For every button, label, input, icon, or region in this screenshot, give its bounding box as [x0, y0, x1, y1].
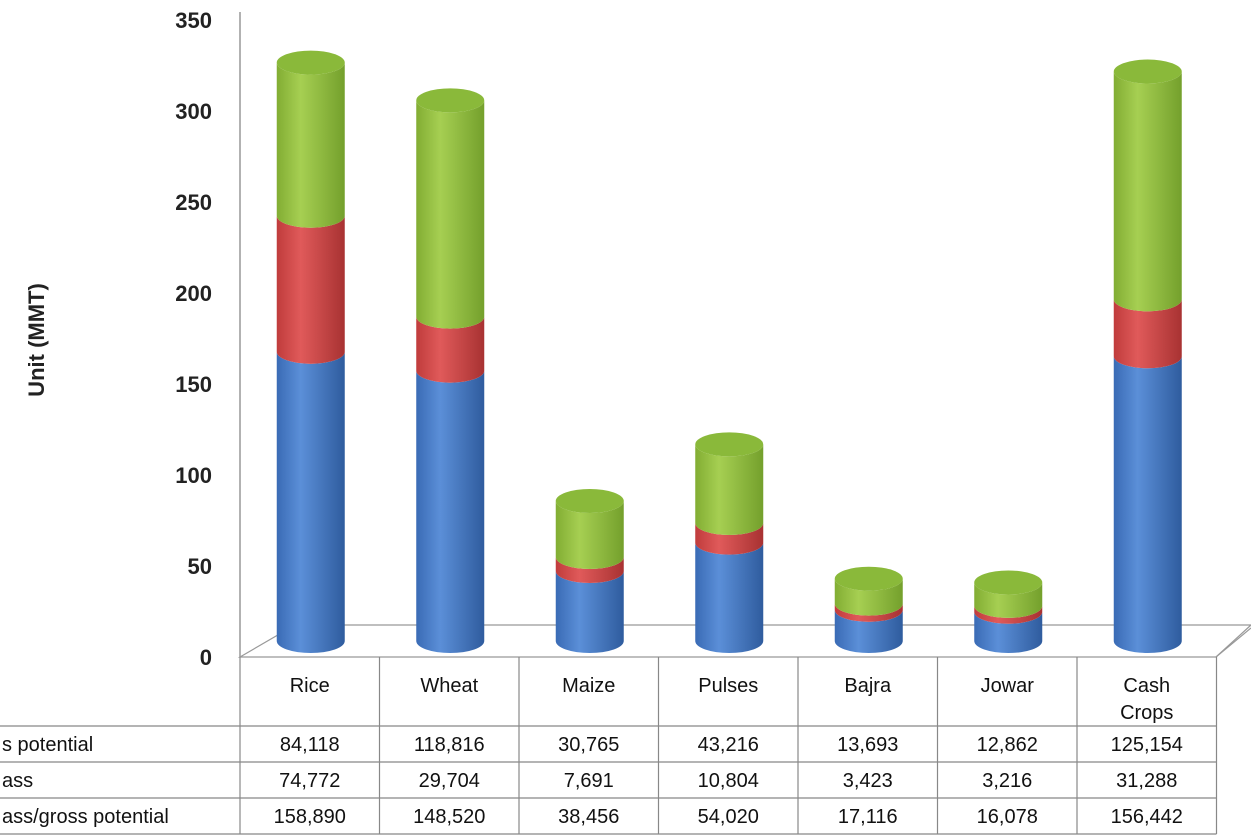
y-tick-label: 250 — [175, 190, 212, 215]
category-label: Rice — [290, 675, 330, 697]
bar-cap — [834, 566, 903, 591]
bar-segment — [695, 542, 764, 653]
data-cell: 29,704 — [419, 770, 480, 792]
bar-segment — [974, 582, 1043, 618]
bar-segment — [695, 444, 764, 536]
bar-segment — [416, 370, 485, 653]
bar-segment — [276, 62, 345, 228]
bar-cap — [1113, 59, 1182, 84]
y-tick-label: 150 — [175, 372, 212, 397]
bar-cap — [555, 489, 624, 514]
bar-segment — [276, 351, 345, 653]
y-tick-label: 300 — [175, 99, 212, 124]
bar-stack — [695, 432, 764, 653]
y-tick-label: 100 — [175, 463, 212, 488]
y-tick-label: 200 — [175, 281, 212, 306]
bar-stack — [834, 566, 903, 653]
data-cell: 16,078 — [977, 806, 1038, 828]
category-label: Cash — [1123, 675, 1170, 697]
y-tick-label: 350 — [175, 8, 212, 33]
bar-segment — [974, 605, 1043, 624]
category-label: Wheat — [420, 675, 478, 697]
bar-segment — [1113, 71, 1182, 312]
category-label: Pulses — [698, 675, 758, 697]
bar-cap — [695, 432, 764, 457]
bar-segment — [974, 611, 1043, 653]
data-cell: 54,020 — [698, 806, 759, 828]
bar-segment — [1113, 299, 1182, 369]
bar-stack — [555, 489, 624, 653]
bar-stack — [416, 88, 485, 653]
data-cell: 12,862 — [977, 734, 1038, 756]
bar-segment — [555, 557, 624, 584]
bars — [276, 50, 1182, 653]
series-label: s potential — [2, 734, 93, 756]
data-cell: 10,804 — [698, 770, 759, 792]
bar-segment — [555, 571, 624, 653]
data-cell: 84,118 — [280, 734, 340, 756]
bar-segment — [1113, 356, 1182, 653]
bar-segment — [834, 603, 903, 622]
series-label: ass — [2, 770, 33, 792]
data-cell: 158,890 — [274, 806, 346, 828]
data-cell: 118,816 — [414, 734, 485, 756]
bar-segment — [555, 501, 624, 570]
series-label: ass/gross potential — [2, 806, 169, 828]
data-cell: 31,288 — [1116, 770, 1177, 792]
bar-stack — [1113, 59, 1182, 653]
data-cell: 3,216 — [982, 770, 1032, 792]
bar-stack — [974, 570, 1043, 653]
floor-edge — [1215, 627, 1251, 658]
data-cell: 13,693 — [837, 734, 898, 756]
bar-segment — [416, 316, 485, 383]
data-cell: 3,423 — [843, 770, 893, 792]
bar-cap — [276, 50, 345, 75]
bar-cap — [974, 570, 1043, 595]
y-tick-label: 50 — [188, 554, 212, 579]
data-cell: 30,765 — [558, 734, 619, 756]
data-cell: 43,216 — [698, 734, 759, 756]
bar-cap — [416, 88, 485, 113]
bar-segment — [416, 100, 485, 329]
data-table: Rice Wheat Maize Pulses Bajra Jowar Cash Crops s… — [0, 657, 1218, 835]
category-label: Crops — [1120, 702, 1173, 724]
y-axis-label: Unit (MMT) — [24, 283, 49, 397]
bar-segment — [695, 523, 764, 555]
bar-segment — [276, 215, 345, 364]
category-label: Jowar — [981, 675, 1035, 697]
data-cell: 148,520 — [413, 806, 485, 828]
data-cell: 17,116 — [838, 806, 898, 828]
bar-segment — [834, 609, 903, 653]
data-cell: 156,442 — [1111, 806, 1183, 828]
axes: 0 50 100 150 200 250 300 350 Unit (MMT) — [24, 8, 1251, 670]
y-tick-label: 0 — [200, 645, 212, 670]
data-cell: 7,691 — [564, 770, 614, 792]
category-label: Maize — [562, 675, 615, 697]
data-cell: 125,154 — [1111, 734, 1183, 756]
category-label: Bajra — [844, 675, 892, 697]
data-cell: 74,772 — [279, 770, 340, 792]
data-cell: 38,456 — [558, 806, 619, 828]
bar-segment — [834, 578, 903, 616]
bar-stack — [276, 50, 345, 653]
